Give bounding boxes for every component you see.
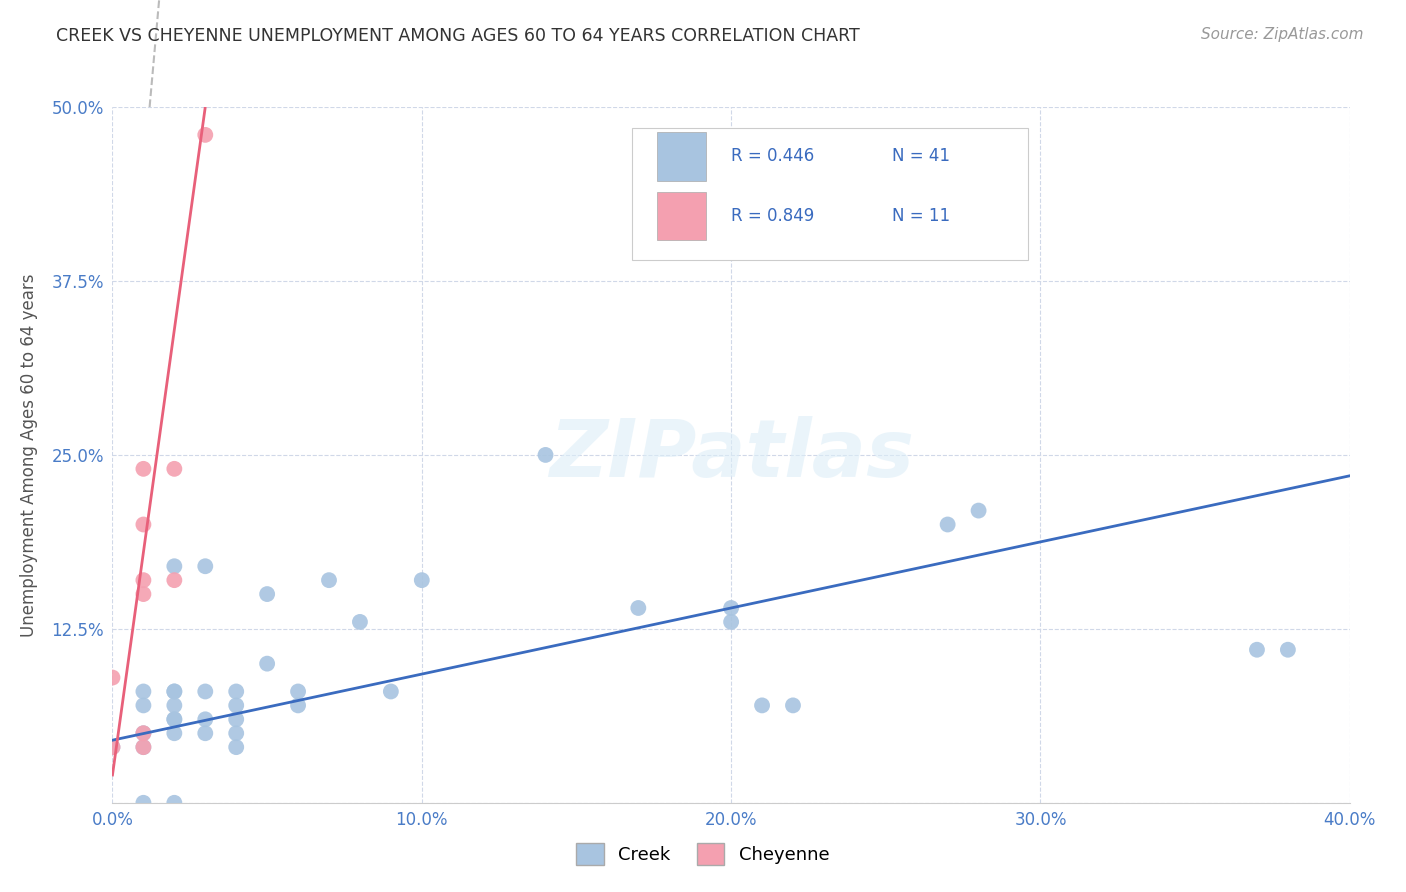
Point bbox=[163, 796, 186, 810]
Point bbox=[225, 712, 247, 726]
Text: R = 0.446: R = 0.446 bbox=[731, 147, 814, 165]
FancyBboxPatch shape bbox=[633, 128, 1028, 260]
Point bbox=[132, 740, 155, 755]
Point bbox=[132, 684, 155, 698]
Point bbox=[256, 587, 278, 601]
Point bbox=[163, 726, 186, 740]
Point bbox=[101, 740, 124, 755]
Point bbox=[225, 684, 247, 698]
Point bbox=[194, 128, 217, 142]
FancyBboxPatch shape bbox=[657, 192, 706, 240]
Point bbox=[194, 684, 217, 698]
Point bbox=[225, 698, 247, 713]
Point bbox=[163, 462, 186, 476]
Point bbox=[256, 657, 278, 671]
Point bbox=[163, 684, 186, 698]
Point bbox=[132, 796, 155, 810]
Point bbox=[194, 726, 217, 740]
Text: ZIPatlas: ZIPatlas bbox=[548, 416, 914, 494]
Point bbox=[287, 698, 309, 713]
Point bbox=[132, 462, 155, 476]
Point bbox=[194, 559, 217, 574]
Text: CREEK VS CHEYENNE UNEMPLOYMENT AMONG AGES 60 TO 64 YEARS CORRELATION CHART: CREEK VS CHEYENNE UNEMPLOYMENT AMONG AGE… bbox=[56, 27, 860, 45]
Legend: Creek, Cheyenne: Creek, Cheyenne bbox=[568, 834, 838, 874]
Text: R = 0.849: R = 0.849 bbox=[731, 207, 814, 225]
Point bbox=[101, 671, 124, 685]
Y-axis label: Unemployment Among Ages 60 to 64 years: Unemployment Among Ages 60 to 64 years bbox=[20, 273, 38, 637]
Point bbox=[627, 601, 650, 615]
Point bbox=[132, 587, 155, 601]
Text: Source: ZipAtlas.com: Source: ZipAtlas.com bbox=[1201, 27, 1364, 42]
Point bbox=[967, 503, 990, 517]
Point bbox=[132, 698, 155, 713]
Point bbox=[1277, 642, 1299, 657]
Point bbox=[318, 573, 340, 587]
Point bbox=[751, 698, 773, 713]
Point bbox=[163, 573, 186, 587]
Point bbox=[132, 517, 155, 532]
Point bbox=[163, 712, 186, 726]
Point bbox=[163, 698, 186, 713]
Point bbox=[782, 698, 804, 713]
Point bbox=[936, 517, 959, 532]
Text: N = 41: N = 41 bbox=[891, 147, 950, 165]
Point bbox=[534, 448, 557, 462]
Point bbox=[163, 684, 186, 698]
Text: N = 11: N = 11 bbox=[891, 207, 950, 225]
Point bbox=[132, 726, 155, 740]
Point bbox=[225, 726, 247, 740]
Point bbox=[380, 684, 402, 698]
Point bbox=[101, 740, 124, 755]
Point bbox=[132, 726, 155, 740]
Point bbox=[411, 573, 433, 587]
Point bbox=[349, 615, 371, 629]
Point bbox=[1246, 642, 1268, 657]
Point bbox=[720, 601, 742, 615]
FancyBboxPatch shape bbox=[657, 132, 706, 181]
Point bbox=[225, 740, 247, 755]
Point bbox=[163, 559, 186, 574]
Point bbox=[287, 684, 309, 698]
Point bbox=[720, 615, 742, 629]
Point bbox=[132, 573, 155, 587]
Point bbox=[132, 740, 155, 755]
Point bbox=[163, 712, 186, 726]
Point bbox=[194, 712, 217, 726]
